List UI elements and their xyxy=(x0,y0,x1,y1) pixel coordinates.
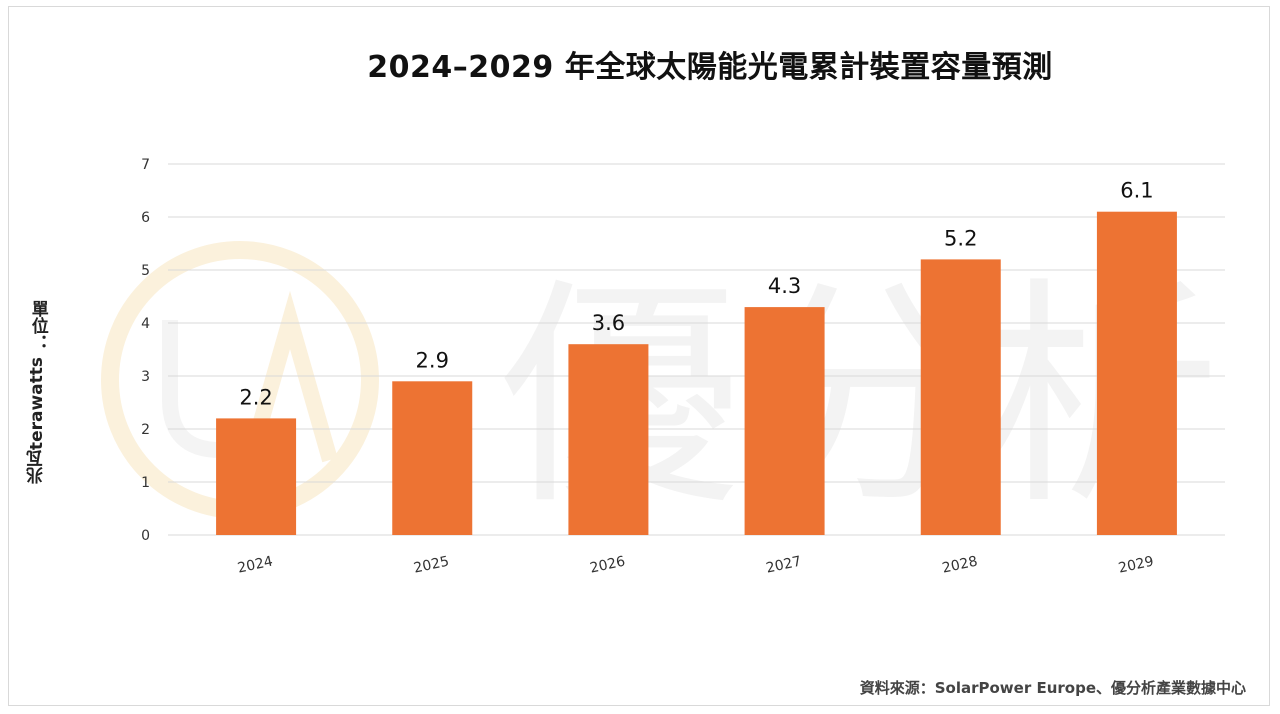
source-note: 資料來源：SolarPower Europe、優分析產業數據中心 xyxy=(859,679,1246,697)
data-label: 5.2 xyxy=(944,226,977,250)
bar xyxy=(920,259,1001,535)
y-tick-label: 3 xyxy=(141,369,150,385)
x-tick-label: 2027 xyxy=(765,554,803,577)
data-label: 6.1 xyxy=(1120,179,1153,203)
bar xyxy=(568,344,649,535)
y-tick-label: 2 xyxy=(141,422,150,438)
x-tick-label: 2025 xyxy=(412,554,450,577)
data-label: 4.3 xyxy=(768,274,801,298)
bar xyxy=(216,418,297,535)
bar xyxy=(744,307,825,535)
x-tick-label: 2024 xyxy=(236,554,274,577)
y-tick-label: 0 xyxy=(141,528,150,544)
chart-title: 2024–2029 年全球太陽能光電累計裝置容量預測 xyxy=(367,50,1053,85)
y-axis-label-unit: 單位： xyxy=(27,300,48,351)
y-tick-label: 5 xyxy=(141,263,150,279)
x-tick-label: 2028 xyxy=(941,554,979,577)
y-tick-label: 7 xyxy=(141,157,150,173)
x-tick-label: 2029 xyxy=(1117,554,1155,577)
y-tick-label: 4 xyxy=(141,316,150,332)
data-label: 2.2 xyxy=(239,385,272,409)
y-tick-label: 6 xyxy=(141,210,150,226)
bar xyxy=(1096,211,1177,535)
data-label: 2.9 xyxy=(416,348,449,372)
bar xyxy=(392,381,473,535)
y-axis-label: 單位： 兆瓦terawatts xyxy=(27,300,68,484)
data-label: 3.6 xyxy=(592,311,625,335)
y-tick-label: 1 xyxy=(141,475,150,491)
x-tick-label: 2026 xyxy=(588,554,626,577)
